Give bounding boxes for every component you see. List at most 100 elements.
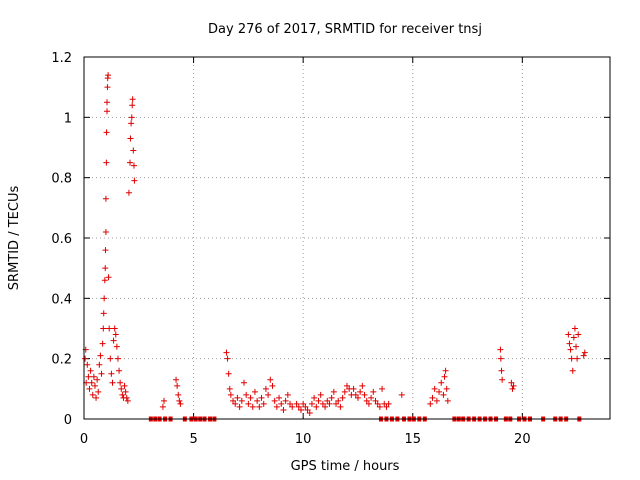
data-point (106, 325, 113, 332)
data-point (104, 84, 111, 91)
y-axis-label: SRMTID / TECUs (7, 186, 22, 291)
data-points (82, 72, 588, 422)
data-point (374, 400, 381, 407)
data-point (117, 379, 124, 386)
data-point (443, 385, 450, 392)
x-tick-label: 10 (295, 432, 312, 447)
data-point (247, 394, 254, 401)
data-point (176, 397, 183, 404)
data-point (227, 391, 234, 398)
data-point (508, 379, 515, 386)
data-point (368, 394, 375, 401)
data-point (337, 403, 344, 410)
data-point (335, 397, 342, 404)
data-point (225, 370, 232, 377)
data-point (568, 355, 575, 362)
data-point (123, 394, 130, 401)
data-point (113, 343, 120, 350)
data-point (328, 394, 335, 401)
data-point (129, 96, 136, 103)
data-point (431, 385, 438, 392)
data-point (509, 385, 516, 392)
data-point (573, 343, 580, 350)
data-point (174, 382, 181, 389)
data-point (240, 379, 247, 386)
data-point (114, 355, 121, 362)
data-point (376, 403, 383, 410)
data-point (95, 388, 102, 395)
data-point (313, 403, 320, 410)
data-point (110, 337, 117, 344)
data-point (86, 385, 93, 392)
data-point (265, 391, 272, 398)
data-point (354, 394, 361, 401)
data-point (370, 388, 377, 395)
data-point (130, 147, 137, 154)
data-point (238, 397, 245, 404)
data-point (267, 376, 274, 383)
data-point (251, 388, 258, 395)
y-tick-label: 0 (64, 413, 72, 428)
data-point (436, 388, 443, 395)
data-point (85, 373, 92, 380)
data-point (295, 403, 302, 410)
data-point (177, 400, 184, 407)
y-tick-labels: 0 0.2 0.4 0.6 0.8 1 1.2 (51, 51, 72, 428)
y-tick-label: 1.2 (51, 51, 72, 66)
data-point (102, 195, 109, 202)
data-point (102, 228, 109, 235)
data-point (324, 397, 331, 404)
data-point (98, 370, 105, 377)
data-point (317, 391, 324, 398)
data-point (128, 120, 135, 127)
data-point (566, 340, 573, 347)
data-point (581, 349, 588, 356)
data-point (101, 277, 108, 284)
data-point (254, 397, 261, 404)
data-point (498, 367, 505, 374)
data-point (339, 394, 346, 401)
data-point (97, 352, 104, 359)
data-point (88, 379, 95, 386)
data-point (385, 400, 392, 407)
data-point (280, 406, 287, 413)
data-point (100, 310, 107, 317)
data-point (129, 102, 136, 109)
data-point (105, 274, 112, 281)
data-point (243, 391, 250, 398)
grid-lines (84, 57, 610, 419)
y-tick-label: 0.6 (51, 232, 72, 247)
data-point (258, 394, 265, 401)
data-point (365, 400, 372, 407)
data-point (297, 406, 304, 413)
data-point (304, 406, 311, 413)
y-tick-label: 0.4 (51, 292, 72, 307)
data-point (175, 391, 182, 398)
data-point (273, 403, 280, 410)
data-point (315, 397, 322, 404)
data-point (379, 385, 386, 392)
data-point (271, 397, 278, 404)
data-point (103, 159, 110, 166)
data-point (433, 397, 440, 404)
data-point (322, 403, 329, 410)
axis-ticks (83, 56, 610, 420)
data-point (357, 388, 364, 395)
data-point (497, 355, 504, 362)
data-point (326, 400, 333, 407)
data-point (116, 367, 123, 374)
data-point (94, 376, 101, 383)
x-tick-label: 15 (404, 432, 421, 447)
data-point (276, 394, 283, 401)
x-tick-label: 5 (189, 432, 197, 447)
data-point (427, 400, 434, 407)
data-point (130, 162, 137, 169)
data-point (84, 361, 91, 368)
data-point (284, 391, 291, 398)
data-point (82, 355, 89, 362)
data-point (173, 376, 180, 383)
data-point (311, 394, 318, 401)
data-point (442, 367, 449, 374)
data-point (131, 177, 138, 184)
